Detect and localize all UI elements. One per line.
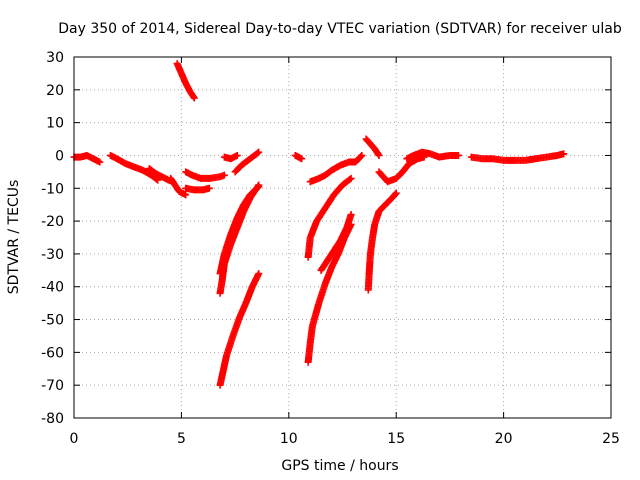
series-arc-4	[167, 174, 190, 199]
y-tick-label: -20	[41, 214, 64, 230]
data-points	[70, 60, 568, 389]
y-tick-label: 30	[46, 50, 64, 66]
y-tick-label: -60	[41, 345, 64, 361]
data-point	[220, 171, 228, 179]
data-point	[205, 184, 213, 192]
series-arc-21	[375, 153, 428, 186]
x-tick-label: 25	[602, 431, 620, 447]
series-arc-6	[182, 168, 228, 182]
series-arc-11	[216, 183, 263, 278]
data-point	[392, 189, 400, 197]
data-point	[255, 270, 263, 278]
data-point	[255, 148, 263, 156]
series-arc-5	[182, 184, 213, 194]
y-tick-label: 20	[46, 83, 64, 99]
data-point	[560, 150, 568, 158]
data-point-trace	[189, 93, 197, 101]
data-point-trace	[254, 184, 262, 192]
data-point	[375, 151, 383, 159]
data-point	[358, 151, 366, 159]
x-tick-label: 0	[70, 431, 79, 447]
y-tick-label: -40	[41, 280, 64, 296]
data-point	[233, 151, 241, 159]
x-axis-label: GPS time / hours	[281, 458, 398, 474]
data-point	[190, 94, 198, 102]
series-arc-23	[467, 150, 568, 164]
data-point-trace	[374, 150, 382, 158]
data-point-trace	[391, 190, 399, 198]
series-arc-9	[231, 148, 263, 176]
series-arc-22	[403, 148, 462, 163]
series-arc-1	[70, 151, 104, 166]
x-tick-label: 20	[495, 431, 513, 447]
data-point	[255, 183, 263, 191]
data-point-trace	[254, 149, 262, 157]
y-tick-label: -30	[41, 247, 64, 263]
tick-labels: 0 5 10 15 20 25 30 20 10 0 -10 -20 -30 -40 -50 -60 -70 -8…	[41, 50, 620, 447]
series-arc-7	[220, 151, 241, 163]
y-tick-label: -50	[41, 313, 64, 329]
series-arc-12	[216, 270, 263, 389]
data-point	[298, 155, 306, 163]
series-arc-13	[291, 151, 306, 163]
y-axis-label: SDTVAR / TECUs	[6, 180, 22, 295]
series-arc-20	[364, 189, 400, 294]
y-tick-label: 10	[46, 116, 64, 132]
data-point-trace	[357, 153, 365, 161]
x-tick-label: 15	[387, 431, 405, 447]
series-arc-15	[304, 174, 355, 261]
y-tick-label: -80	[41, 411, 64, 427]
data-point	[96, 158, 104, 166]
y-tick-label: -70	[41, 378, 64, 394]
series-arc-2	[107, 151, 162, 184]
y-tick-label: -10	[41, 181, 64, 197]
plot-frame	[73, 56, 612, 419]
series-arc-18	[351, 151, 366, 166]
chart-title: Day 350 of 2014, Sidereal Day-to-day VTE…	[58, 21, 622, 37]
data-point-trace	[346, 175, 354, 183]
series-arc-17	[317, 211, 355, 274]
series-arc-19	[362, 135, 383, 159]
x-tick-label: 10	[280, 431, 298, 447]
data-point	[347, 174, 355, 182]
data-point	[182, 191, 190, 199]
y-tick-label: 0	[55, 148, 64, 164]
data-point	[347, 211, 355, 219]
series-arc-8	[173, 60, 198, 102]
data-point	[454, 151, 462, 159]
x-tick-label: 5	[177, 431, 186, 447]
